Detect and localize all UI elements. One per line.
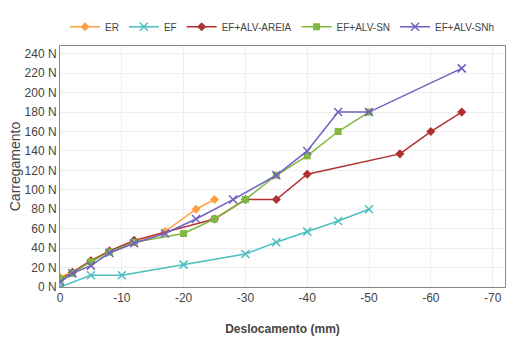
svg-text:EF+ALV-SN: EF+ALV-SN	[337, 22, 390, 33]
svg-text:180 N: 180 N	[25, 105, 57, 119]
svg-text:140 N: 140 N	[25, 144, 57, 158]
svg-text:Carregamento: Carregamento	[7, 122, 23, 212]
svg-text:160 N: 160 N	[25, 125, 57, 139]
svg-text:200 N: 200 N	[25, 86, 57, 100]
svg-text:EF+ALV-SNh: EF+ALV-SNh	[435, 22, 494, 33]
svg-text:40 N: 40 N	[31, 241, 56, 255]
svg-text:60 N: 60 N	[31, 222, 56, 236]
svg-text:Deslocamento (mm): Deslocamento (mm)	[225, 322, 340, 336]
svg-text:80 N: 80 N	[31, 202, 56, 216]
svg-text:ER: ER	[105, 22, 119, 33]
svg-text:-40: -40	[299, 291, 317, 305]
svg-text:240 N: 240 N	[25, 47, 57, 61]
svg-text:-20: -20	[175, 291, 193, 305]
svg-text:-30: -30	[237, 291, 255, 305]
svg-text:EF: EF	[164, 22, 177, 33]
svg-text:0: 0	[57, 291, 64, 305]
svg-text:220 N: 220 N	[25, 66, 57, 80]
svg-text:-10: -10	[113, 291, 131, 305]
svg-text:20 N: 20 N	[31, 261, 56, 275]
svg-text:-50: -50	[360, 291, 378, 305]
svg-text:0 N: 0 N	[38, 280, 57, 294]
svg-text:-70: -70	[484, 291, 502, 305]
svg-text:100 N: 100 N	[25, 183, 57, 197]
svg-text:120 N: 120 N	[25, 164, 57, 178]
svg-text:EF+ALV-AREIA: EF+ALV-AREIA	[222, 22, 292, 33]
svg-text:-60: -60	[422, 291, 440, 305]
